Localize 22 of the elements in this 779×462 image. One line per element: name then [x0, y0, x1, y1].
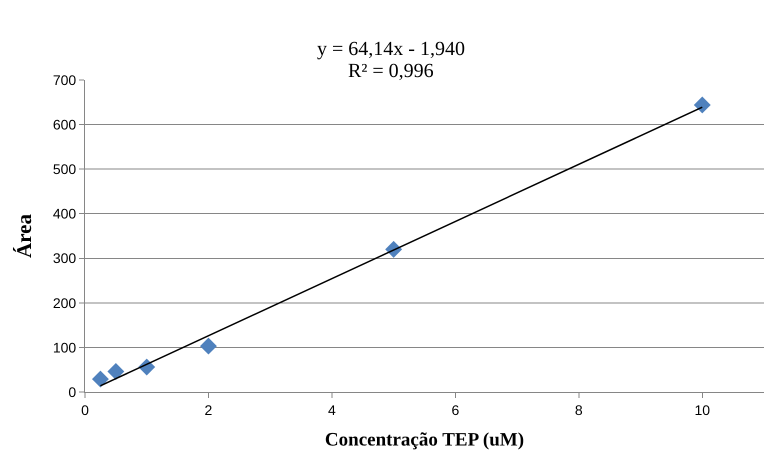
x-tick-label: 10 — [694, 402, 710, 418]
x-tick-label: 4 — [328, 402, 336, 418]
point — [200, 338, 217, 355]
y-tick-label: 0 — [68, 384, 76, 400]
annotation: R² = 0,996 — [348, 60, 434, 82]
y-axis-title: Área — [12, 214, 36, 258]
point — [92, 370, 109, 388]
point — [694, 96, 711, 114]
y-tick-label: 500 — [52, 161, 76, 178]
x-axis-title: Concentração TEP (uM) — [324, 430, 524, 451]
y-tick-label: 200 — [52, 294, 76, 311]
y-tick-label: 400 — [52, 206, 76, 222]
y-tick-label: 600 — [52, 116, 76, 132]
x-tick-label: 6 — [451, 402, 460, 418]
x-tick-label: 2 — [204, 402, 213, 418]
y-tick-label: 300 — [52, 250, 76, 266]
x-tick-label: 0 — [81, 402, 90, 418]
y-tick-label: 700 — [52, 72, 76, 88]
point — [107, 363, 124, 380]
x-tick-label: 8 — [574, 402, 583, 418]
y-tick-label: 100 — [52, 339, 76, 356]
text: y = 64,14x - 1,940 — [317, 38, 465, 60]
